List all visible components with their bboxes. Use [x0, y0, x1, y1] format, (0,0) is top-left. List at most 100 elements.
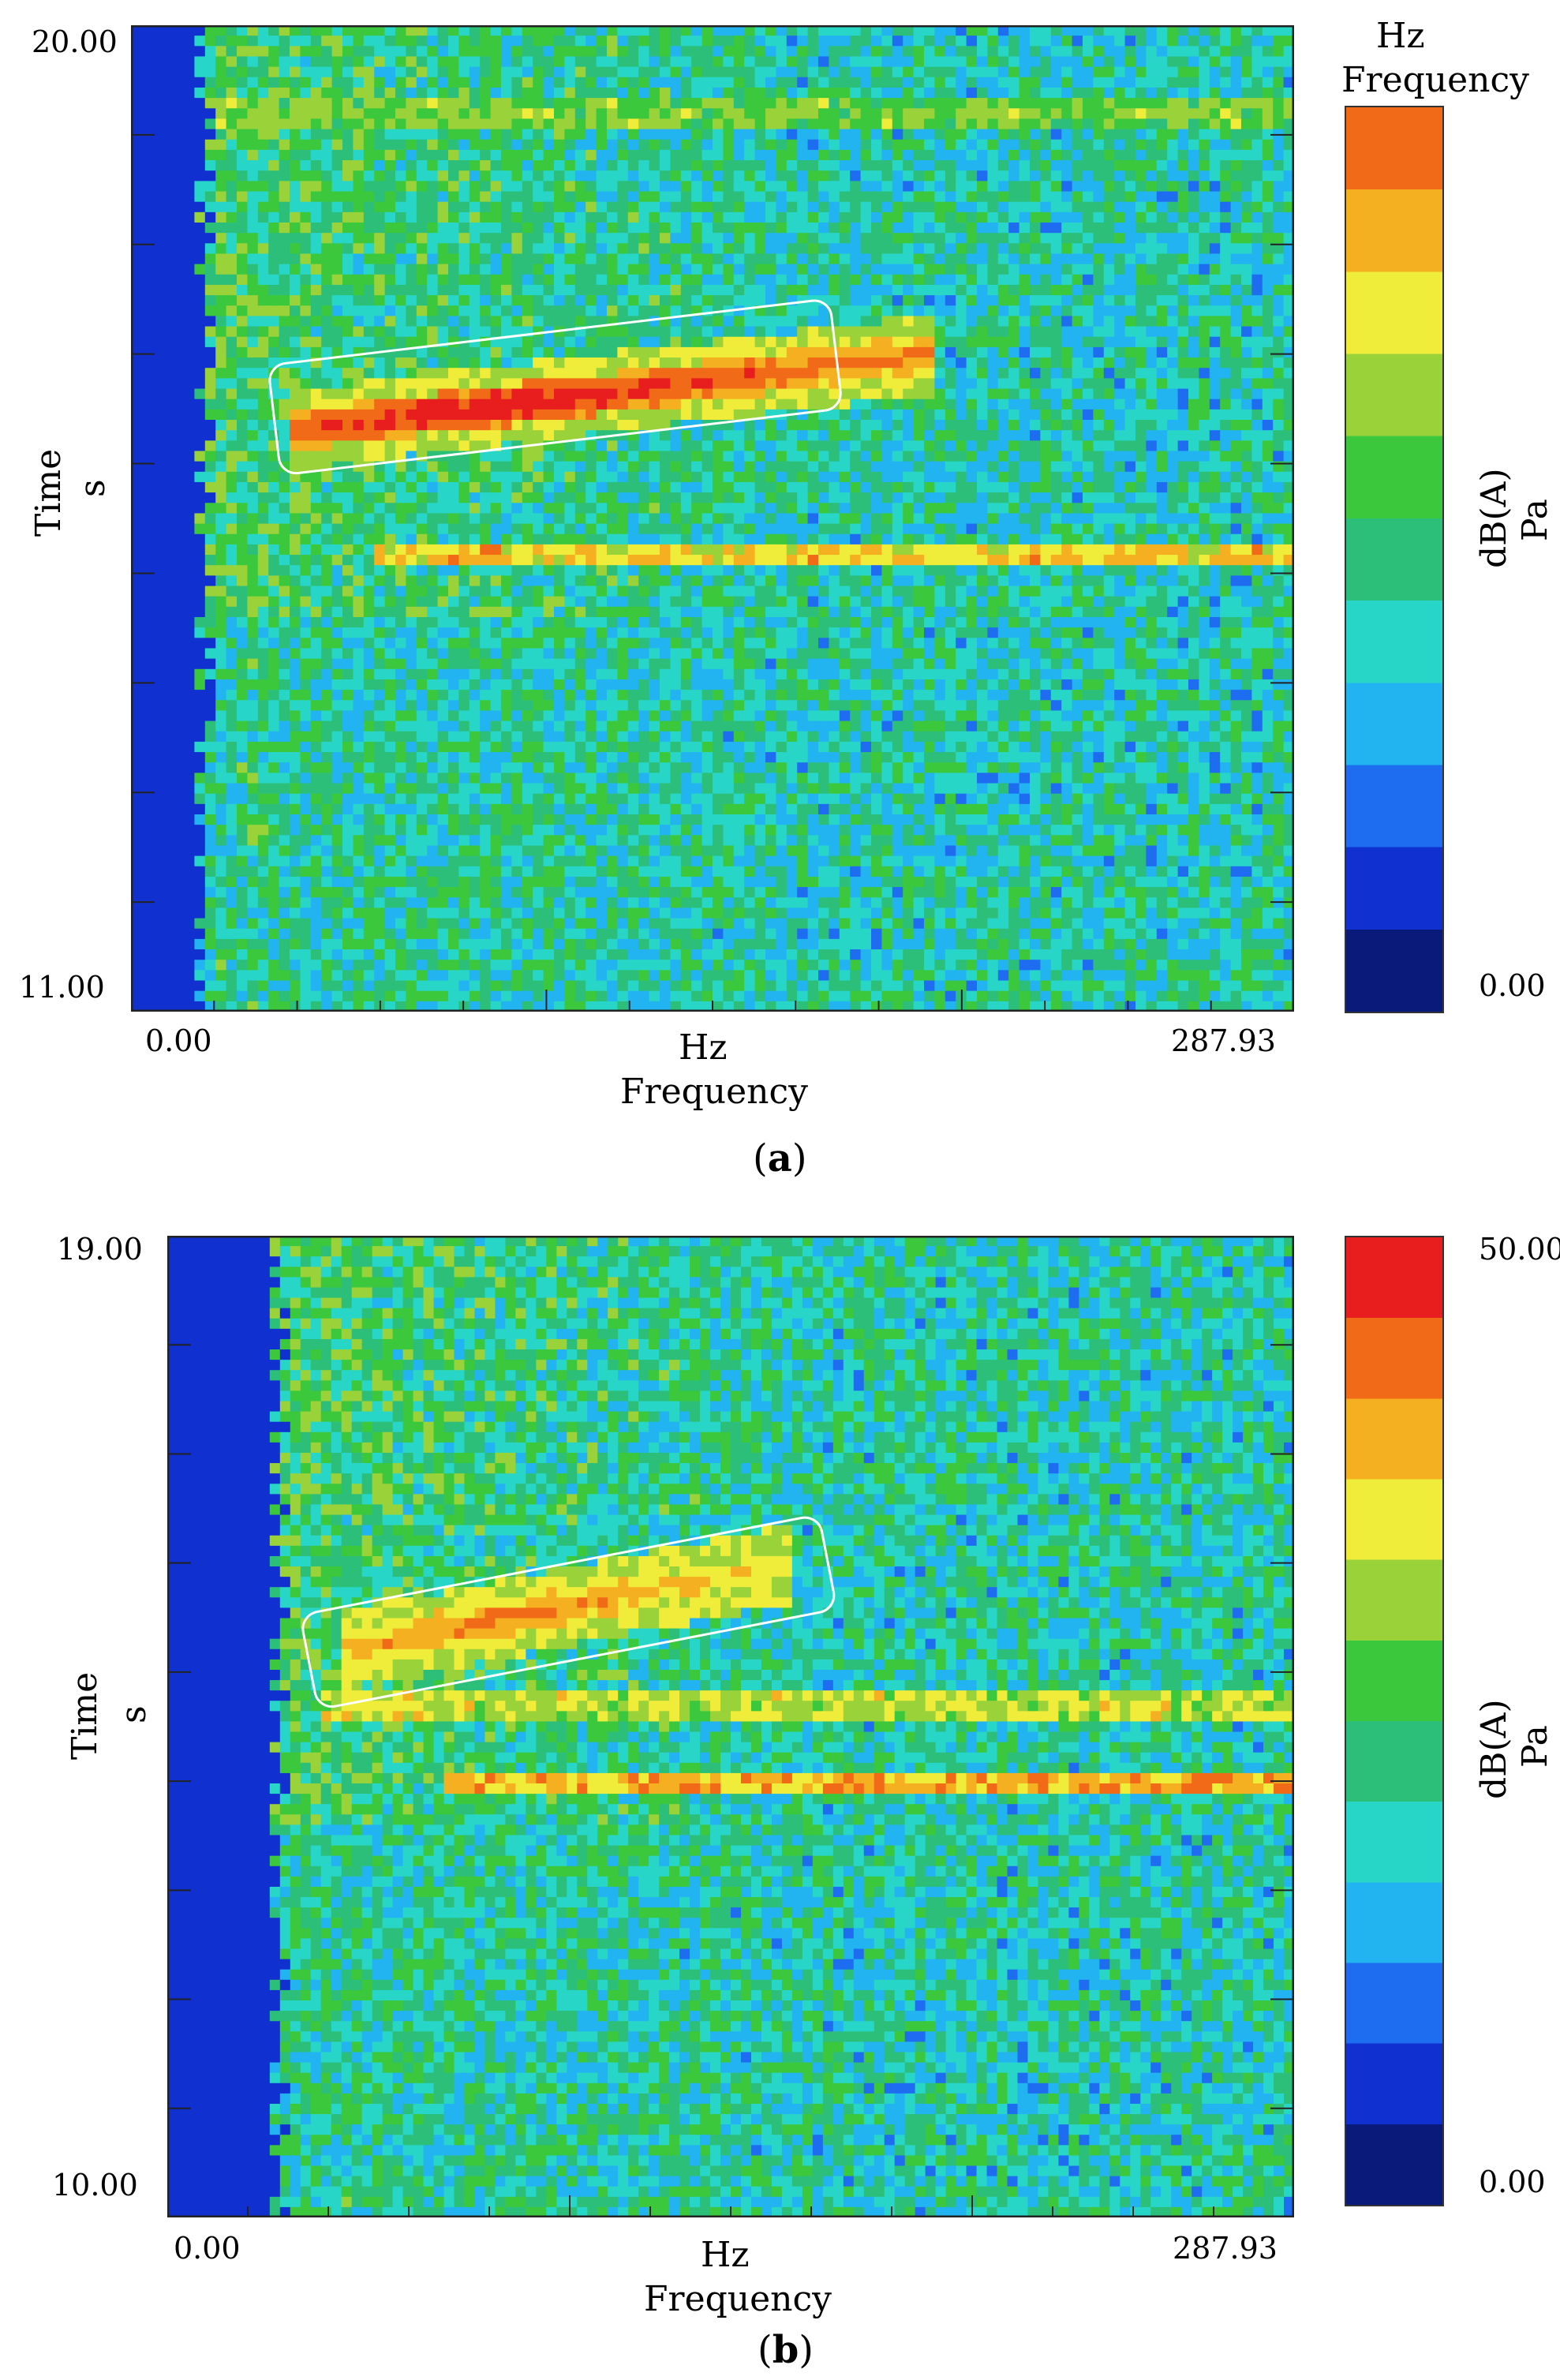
heatmap-cell: [1209, 181, 1221, 193]
heatmap-cell: [437, 368, 449, 379]
heatmap-cell: [945, 357, 956, 369]
heatmap-cell: [152, 336, 163, 348]
heatmap-cell: [1251, 149, 1263, 161]
heatmap-cell: [670, 191, 682, 203]
heatmap-cell: [1209, 399, 1221, 410]
heatmap-cell: [1146, 129, 1158, 140]
heatmap-cell: [395, 305, 406, 317]
heatmap-cell: [691, 87, 703, 99]
heatmap-cell: [131, 201, 142, 213]
heatmap-cell: [554, 346, 565, 358]
heatmap-cell: [1220, 440, 1232, 452]
heatmap-cell: [924, 316, 935, 327]
heatmap-cell: [977, 326, 988, 338]
heatmap-cell: [892, 149, 903, 161]
heatmap-cell: [723, 149, 735, 161]
heatmap-cell: [1040, 471, 1052, 483]
heatmap-cell: [997, 139, 1009, 151]
heatmap-cell: [649, 451, 660, 462]
heatmap-cell: [384, 181, 396, 193]
heatmap-cell: [649, 440, 660, 452]
heatmap-cell: [680, 284, 692, 296]
heatmap-cell: [427, 420, 439, 431]
heatmap-cell: [627, 388, 639, 400]
heatmap-cell: [829, 378, 840, 390]
heatmap-cell: [924, 378, 935, 390]
heatmap-cell: [786, 471, 798, 483]
heatmap-cell: [543, 388, 555, 400]
heatmap-cell: [934, 420, 946, 431]
heatmap-cell: [691, 378, 703, 390]
heatmap-cell: [966, 191, 978, 203]
heatmap-cell: [321, 274, 333, 286]
heatmap-cell: [649, 378, 660, 390]
heatmap-cell: [522, 264, 533, 275]
heatmap-cell: [173, 46, 185, 58]
heatmap-cell: [490, 253, 502, 265]
heatmap-cell: [1030, 471, 1041, 483]
heatmap-cell: [1093, 451, 1105, 462]
heatmap-cell: [892, 253, 903, 265]
heatmap-cell: [1040, 46, 1052, 58]
heatmap-cell: [680, 233, 692, 244]
heatmap-cell: [469, 274, 481, 286]
heatmap-cell: [427, 98, 439, 109]
heatmap-cell: [247, 46, 259, 58]
heatmap-cell: [924, 46, 935, 58]
heatmap-cell: [1061, 160, 1073, 171]
heatmap-cell: [237, 336, 248, 348]
heatmap-cell: [892, 305, 903, 317]
heatmap-cell: [152, 357, 163, 369]
heatmap-cell: [585, 56, 597, 68]
heatmap-cell: [627, 118, 639, 130]
heatmap-cell: [1093, 388, 1105, 400]
heatmap-cell: [1241, 118, 1252, 130]
heatmap-cell: [607, 98, 618, 109]
heatmap-cell: [617, 108, 629, 120]
heatmap-cell: [152, 253, 163, 265]
heatmap-cell: [786, 77, 798, 88]
heatmap-cell: [1061, 223, 1073, 234]
heatmap-cell: [1072, 98, 1083, 109]
heatmap-cell: [987, 430, 999, 441]
heatmap-cell: [184, 388, 195, 400]
heatmap-cell: [638, 264, 650, 275]
heatmap-cell: [1040, 440, 1052, 452]
heatmap-cell: [860, 253, 872, 265]
heatmap-cell: [680, 149, 692, 161]
heatmap-cell: [1050, 451, 1062, 462]
heatmap-cell: [395, 471, 406, 483]
heatmap-cell: [744, 160, 756, 171]
heatmap-cell: [617, 191, 629, 203]
heatmap-cell: [131, 451, 142, 462]
heatmap-cell: [754, 108, 766, 120]
heatmap-cell: [1251, 118, 1263, 130]
heatmap-cell: [279, 451, 290, 462]
heatmap-cell: [1135, 36, 1147, 47]
heatmap-cell: [574, 77, 586, 88]
heatmap-cell: [184, 66, 195, 78]
heatmap-cell: [1262, 160, 1274, 171]
heatmap-cell: [331, 346, 343, 358]
heatmap-cell: [353, 409, 365, 421]
heatmap-cell: [279, 77, 290, 88]
heatmap-cell: [290, 243, 301, 255]
heatmap-cell: [913, 191, 925, 203]
heatmap-cell: [1008, 274, 1020, 286]
heatmap-cell: [903, 170, 915, 181]
heatmap-cell: [1177, 326, 1189, 338]
heatmap-cell: [1220, 211, 1232, 223]
heatmap-cell: [956, 440, 967, 452]
heatmap-cell: [934, 461, 946, 473]
heatmap-cell: [247, 461, 259, 473]
heatmap-cell: [1019, 36, 1031, 47]
heatmap-cell: [807, 346, 819, 358]
heatmap-cell: [1241, 481, 1252, 493]
heatmap-cell: [1230, 253, 1242, 265]
heatmap-cell: [997, 118, 1009, 130]
heatmap-cell: [1220, 149, 1232, 161]
heatmap-cell: [607, 451, 618, 462]
heatmap-cell: [237, 284, 248, 296]
heatmap-cell: [680, 139, 692, 151]
heatmap-cell: [1146, 56, 1158, 68]
